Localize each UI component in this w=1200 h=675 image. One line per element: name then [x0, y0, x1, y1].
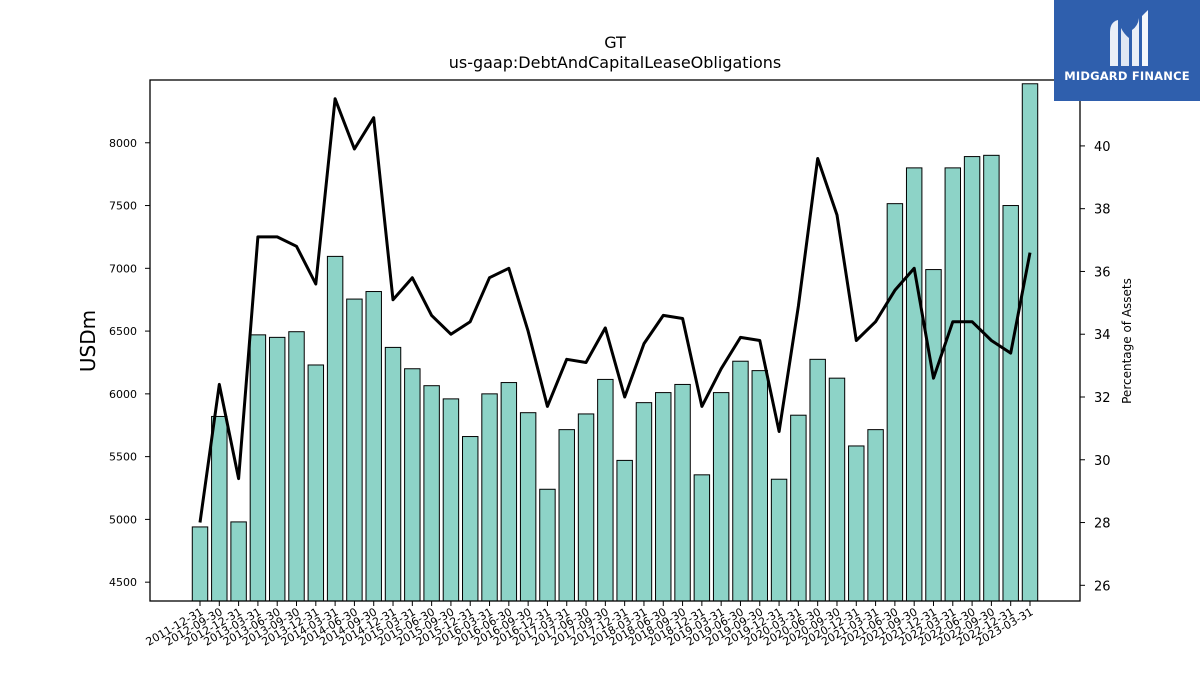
bar	[539, 488, 556, 602]
bar	[288, 331, 305, 602]
y-tick-label: 6000	[109, 388, 137, 401]
bar	[230, 521, 247, 602]
bar	[346, 298, 363, 602]
bar	[770, 478, 788, 602]
y-tick-label: 5500	[109, 451, 137, 464]
bar	[848, 445, 865, 602]
y-tick-label: 4500	[109, 576, 137, 589]
bar	[268, 336, 286, 602]
bar	[655, 392, 672, 602]
bar	[423, 385, 440, 602]
bar	[674, 383, 691, 602]
bar	[462, 436, 479, 602]
bar	[905, 167, 923, 602]
bar	[500, 382, 518, 602]
right-axis: 26 28 30 32 34 36 38 40	[1080, 140, 1111, 594]
left-axis: 4500 5000 5500 6000 6500 7000 7500 8000	[109, 137, 150, 589]
bar-series	[191, 83, 1039, 602]
bar	[558, 429, 575, 602]
bar	[307, 364, 325, 602]
y-right-tick-label: 32	[1094, 391, 1111, 406]
bar	[1021, 83, 1039, 602]
y-right-tick-label: 26	[1094, 579, 1111, 594]
bar	[886, 203, 904, 602]
bar	[809, 358, 826, 602]
chart-title: GT	[604, 33, 626, 52]
bar	[635, 402, 653, 602]
bar	[1002, 205, 1019, 602]
bar	[712, 392, 730, 602]
bar	[790, 414, 807, 602]
bar	[211, 415, 228, 602]
midgard-finance-logo: MIDGARD FINANCE	[1054, 0, 1200, 101]
y-tick-label: 8000	[109, 137, 137, 150]
percentage-line	[198, 97, 1032, 523]
bar	[944, 167, 962, 602]
bar	[732, 360, 749, 602]
bar	[442, 398, 460, 602]
bar	[693, 474, 711, 602]
chart-subtitle: us-gaap:DebtAndCapitalLeaseObligations	[449, 53, 782, 72]
bar	[249, 334, 267, 602]
y-right-tick-label: 38	[1094, 203, 1111, 218]
bar	[616, 459, 633, 602]
y-right-tick-label: 40	[1094, 140, 1111, 155]
y-tick-label: 6500	[109, 325, 137, 338]
logo-text: MIDGARD FINANCE	[1064, 69, 1190, 83]
y-axis-label-right: Percentage of Assets	[1120, 278, 1134, 404]
y-right-tick-label: 28	[1094, 517, 1111, 532]
plot-frame	[149, 79, 1081, 602]
bar	[326, 255, 344, 602]
bar	[384, 346, 402, 602]
bar	[751, 370, 768, 602]
bar	[925, 269, 942, 602]
y-tick-label: 7500	[109, 200, 137, 213]
bar	[963, 156, 981, 602]
bar	[983, 154, 1000, 602]
midgard-logo-icon	[1110, 10, 1148, 66]
y-right-tick-label: 34	[1094, 328, 1111, 343]
bar	[828, 377, 846, 602]
y-tick-label: 5000	[109, 513, 137, 526]
y-axis-label-left: USDm	[76, 310, 100, 372]
line-series	[198, 97, 1032, 523]
y-right-tick-label: 30	[1094, 454, 1111, 469]
bar	[519, 412, 537, 602]
y-right-tick-label: 36	[1094, 265, 1111, 280]
bar	[404, 368, 421, 602]
bar	[365, 291, 382, 602]
bar	[577, 413, 595, 602]
y-tick-label: 7000	[109, 262, 137, 275]
bar	[597, 378, 614, 602]
bar	[867, 429, 884, 602]
x-axis: 2011-12-312012-09-302012-12-312013-03-31…	[144, 601, 1036, 649]
bar	[191, 526, 209, 602]
bar	[481, 393, 498, 602]
